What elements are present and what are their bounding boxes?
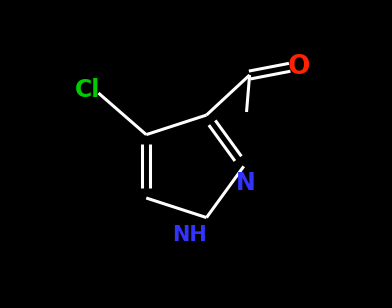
Text: O: O <box>288 54 310 80</box>
Text: N: N <box>236 171 255 195</box>
Text: NH: NH <box>172 225 207 245</box>
Text: Cl: Cl <box>75 78 100 102</box>
